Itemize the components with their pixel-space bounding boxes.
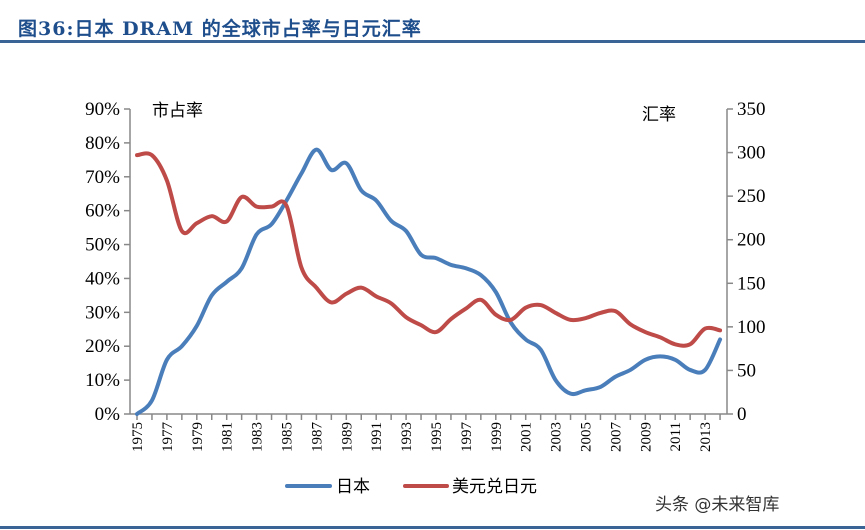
left-tick-label: 0% [95, 404, 121, 425]
left-tick-label: 40% [85, 268, 120, 289]
x-tick-label: 2011 [668, 422, 684, 451]
x-tick-label: 2001 [519, 422, 535, 452]
footer-divider [0, 526, 865, 529]
chart-title: 图36:日本 DRAM 的全球市占率与日元汇率 [18, 18, 422, 40]
right-tick-label: 0 [737, 404, 747, 425]
left-tick-label: 80% [85, 133, 120, 154]
left-tick-label: 20% [85, 336, 120, 357]
right-tick-label: 350 [737, 99, 766, 120]
x-tick-label: 2005 [579, 422, 595, 452]
x-tick-label: 1989 [339, 422, 355, 452]
right-tick-label: 300 [737, 143, 766, 164]
left-tick-label: 30% [85, 302, 120, 323]
header-divider [0, 40, 865, 43]
left-tick-label: 50% [85, 235, 120, 256]
x-tick-label: 1991 [369, 422, 385, 452]
right-axis-label: 汇率 [642, 105, 676, 125]
x-tick-label: 2003 [549, 422, 565, 452]
right-tick-label: 150 [737, 273, 766, 294]
series-line-japan-share [135, 147, 723, 416]
legend: 日本 美元兑日元 [285, 477, 537, 497]
left-tick-label: 10% [85, 370, 120, 391]
legend-label-japan: 日本 [336, 477, 370, 497]
right-tick-label: 200 [737, 230, 766, 251]
left-axis-label: 市占率 [152, 101, 203, 121]
x-tick-label: 1981 [220, 422, 236, 452]
right-tick-label: 100 [737, 317, 766, 338]
x-tick-label: 1997 [459, 422, 475, 453]
left-tick-label: 60% [85, 201, 120, 222]
legend-label-usdjpy: 美元兑日元 [452, 477, 537, 497]
x-tick-label: 1975 [130, 422, 146, 452]
x-tick-label: 1983 [250, 422, 266, 452]
x-tick-label: 1987 [309, 422, 325, 453]
watermark: 头条 @未来智库 [655, 495, 780, 515]
x-tick-label: 1993 [399, 422, 415, 452]
left-tick-label: 90% [85, 99, 120, 120]
x-tick-label: 2009 [638, 422, 654, 452]
x-tick-label: 1995 [429, 422, 445, 452]
right-tick-label: 50 [737, 360, 756, 381]
x-tick-label: 1985 [280, 422, 296, 452]
right-tick-label: 250 [737, 186, 766, 207]
left-tick-label: 70% [85, 167, 120, 188]
x-tick-label: 1979 [190, 422, 206, 452]
x-tick-label: 1977 [160, 422, 176, 453]
x-tick-label: 2007 [608, 422, 624, 453]
x-tick-label: 1999 [489, 422, 505, 452]
x-tick-label: 2013 [698, 422, 714, 452]
series-line-usd-jpy [135, 151, 723, 348]
